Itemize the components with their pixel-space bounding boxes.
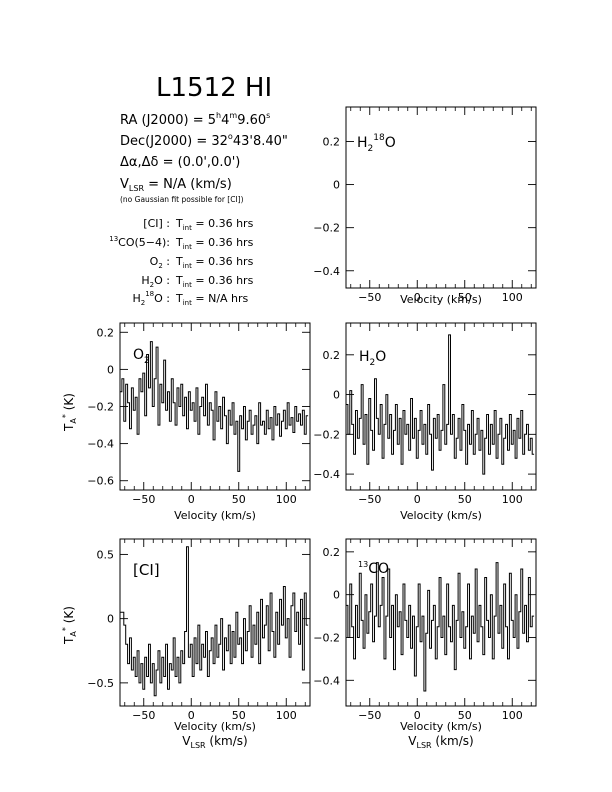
- y-tick-label: 0: [107, 613, 114, 626]
- plot-frame: [345, 538, 537, 707]
- y-tick-label: −0.4: [313, 468, 340, 481]
- x-tick-label: 0: [188, 493, 195, 506]
- y-tick-label: 0: [107, 363, 114, 376]
- y-tick-label: −0.6: [87, 475, 114, 488]
- label-o2: O2: [133, 347, 150, 366]
- x-tick-label: 50: [458, 291, 472, 304]
- tint-ci: [CI] :: [143, 217, 170, 230]
- spectrum-line: [346, 562, 535, 692]
- x-tick-label: −50: [358, 291, 381, 304]
- integration-times: [CI] : Tint = 0.36 hrs 13CO(5−4): Tint =…: [109, 217, 253, 307]
- x-tick-label: 50: [232, 709, 246, 722]
- x-axis-vlsr-title: VLSR (km/s): [408, 734, 473, 750]
- panel-13co: −50 0 50 100 0.2 0 −0.2 −0.4: [313, 538, 537, 722]
- x-tick-label: 50: [232, 493, 246, 506]
- ra-line: RA (J2000) = 5h4m9.60s: [120, 111, 270, 128]
- x-tick-label: −50: [358, 709, 381, 722]
- label-13co: 13CO: [358, 560, 389, 577]
- tint-ci-value: Tint = 0.36 hrs: [175, 217, 254, 232]
- y-axis-title: TA* (K): [61, 606, 78, 645]
- tint-h2o-value: Tint = 0.36 hrs: [175, 274, 254, 289]
- tint-o2: O2 :: [150, 255, 170, 270]
- x-axis-title: Velocity (km/s): [400, 720, 482, 733]
- x-tick-label: 0: [414, 709, 421, 722]
- x-tick-label: 50: [458, 493, 472, 506]
- x-axis-title: Velocity (km/s): [174, 509, 256, 522]
- plot-frame: [119, 538, 311, 707]
- y-tick-label: 0.2: [97, 326, 115, 339]
- y-tick-label: −0.2: [313, 631, 340, 644]
- plot-frame: [345, 322, 537, 491]
- tint-h218o-value: Tint = N/A hrs: [175, 292, 249, 307]
- tint-h2o: H2O :: [141, 274, 170, 289]
- x-tick-label: 0: [414, 291, 421, 304]
- spectrum-line: [120, 341, 309, 472]
- x-tick-label: 100: [502, 709, 523, 722]
- tint-13co: 13CO(5−4):: [109, 235, 170, 249]
- y-tick-label: −0.2: [313, 222, 340, 235]
- x-tick-label: 100: [502, 493, 523, 506]
- y-tick-label: 0: [333, 589, 340, 602]
- x-tick-label: −50: [132, 493, 155, 506]
- x-tick-label: 100: [276, 709, 297, 722]
- x-tick-label: −50: [358, 493, 381, 506]
- label-h2o: H2O: [359, 349, 386, 368]
- panel-ci: −50 0 50 100 0.5 0 −0.5: [87, 538, 311, 722]
- spectrum-line: [120, 546, 309, 697]
- dec-line: Dec(J2000) = 32o43'8.40": [120, 132, 288, 149]
- x-tick-label: 50: [458, 709, 472, 722]
- y-tick-label: −0.4: [87, 438, 114, 451]
- y-tick-label: −0.5: [87, 677, 114, 690]
- page-title: L1512 HI: [156, 73, 272, 103]
- y-tick-label: −0.2: [313, 428, 340, 441]
- panel-h218o: −50 0 50 100 0.2 0 −0.2 −0.4: [313, 106, 537, 304]
- y-tick-label: −0.4: [313, 674, 340, 687]
- x-axis-title: Velocity (km/s): [174, 720, 256, 733]
- plot-frame: [345, 106, 537, 289]
- label-ci: [CI]: [133, 561, 160, 579]
- label-h218o: H218O: [357, 133, 396, 154]
- x-axis-title: Velocity (km/s): [400, 509, 482, 522]
- tint-o2-value: Tint = 0.36 hrs: [175, 255, 254, 270]
- y-axis-title: TA* (K): [61, 393, 78, 432]
- x-tick-label: 0: [188, 709, 195, 722]
- y-tick-label: 0.2: [323, 349, 341, 362]
- y-tick-label: 0.2: [323, 546, 341, 559]
- y-tick-label: 0: [333, 179, 340, 192]
- x-axis-title: Velocity (km/s): [400, 293, 482, 306]
- panel-o2: −50 0 50 100 0.2 0 −0.2 −0.4 −0.6: [87, 322, 311, 506]
- x-tick-label: 0: [414, 493, 421, 506]
- x-tick-label: 100: [276, 493, 297, 506]
- offset-line: Δα,Δδ = (0.0',0.0'): [120, 155, 240, 170]
- tint-13co-value: Tint = 0.36 hrs: [175, 236, 254, 251]
- panel-h2o: −50 0 50 100 0.2 0 −0.2 −0.4: [313, 322, 537, 506]
- tint-h218o: H218O :: [132, 290, 170, 307]
- spectrum-line: [346, 334, 535, 475]
- y-tick-label: 0: [333, 389, 340, 402]
- y-tick-label: 0.5: [97, 548, 115, 561]
- y-tick-label: 0.2: [323, 135, 341, 148]
- x-tick-label: −50: [132, 709, 155, 722]
- fit-note: (no Gaussian fit possible for [CI]): [120, 195, 244, 204]
- x-axis-vlsr-title: VLSR (km/s): [182, 734, 247, 750]
- vlsr-line: VLSR = N/A (km/s): [120, 177, 232, 193]
- x-tick-label: 100: [502, 291, 523, 304]
- y-tick-label: −0.2: [87, 401, 114, 414]
- y-tick-label: −0.4: [313, 265, 340, 278]
